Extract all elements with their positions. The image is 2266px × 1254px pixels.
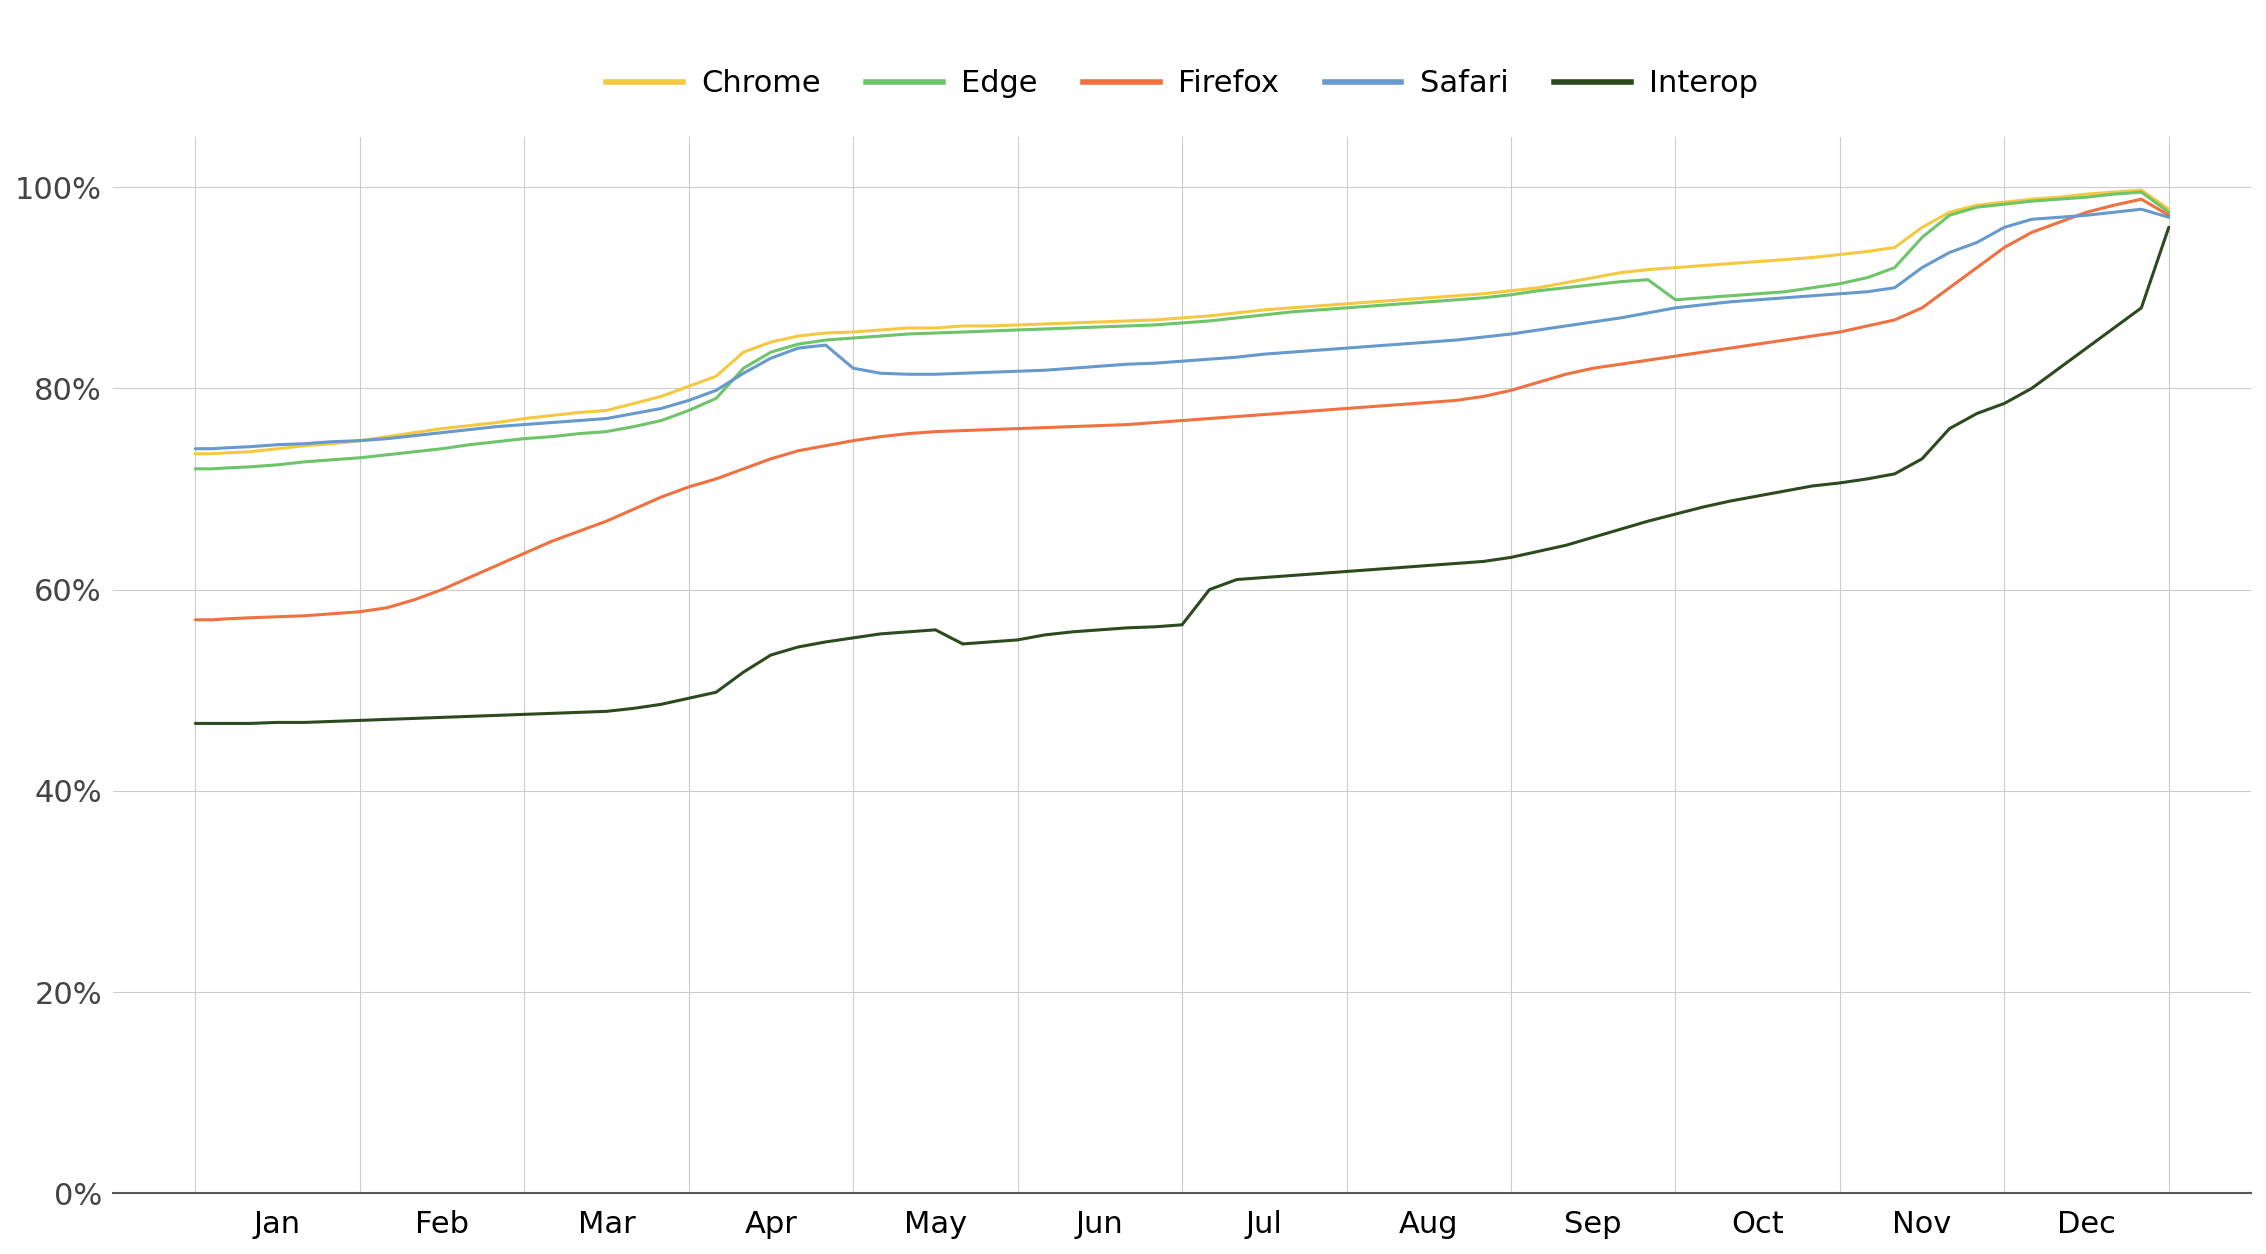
- Safari: [2128, 202, 2155, 217]
- Safari: [594, 411, 621, 426]
- Firefox: [1962, 260, 1990, 275]
- Firefox: [1278, 405, 1305, 420]
- Chrome: [1278, 300, 1305, 315]
- Safari: [811, 337, 838, 352]
- Legend: Chrome, Edge, Firefox, Safari, Interop: Chrome, Edge, Firefox, Safari, Interop: [594, 56, 1770, 110]
- Firefox: [1251, 408, 1278, 423]
- Edge: [1962, 199, 1990, 214]
- Interop: [1278, 568, 1305, 583]
- Safari: [566, 413, 594, 428]
- Line: Chrome: Chrome: [195, 191, 2169, 454]
- Line: Safari: Safari: [195, 209, 2169, 449]
- Line: Interop: Interop: [195, 227, 2169, 724]
- Chrome: [594, 403, 621, 418]
- Chrome: [811, 326, 838, 341]
- Edge: [2128, 184, 2155, 199]
- Line: Edge: Edge: [195, 192, 2169, 469]
- Interop: [811, 635, 838, 650]
- Interop: [594, 703, 621, 719]
- Interop: [1962, 406, 1990, 421]
- Edge: [811, 332, 838, 347]
- Edge: [566, 426, 594, 441]
- Edge: [1251, 307, 1278, 322]
- Interop: [1251, 571, 1278, 586]
- Chrome: [2155, 202, 2182, 217]
- Edge: [1278, 305, 1305, 320]
- Edge: [2155, 204, 2182, 219]
- Chrome: [1251, 302, 1278, 317]
- Firefox: [594, 514, 621, 529]
- Chrome: [2128, 183, 2155, 198]
- Interop: [181, 716, 208, 731]
- Firefox: [2155, 208, 2182, 223]
- Firefox: [181, 612, 208, 627]
- Interop: [2155, 219, 2182, 234]
- Interop: [566, 705, 594, 720]
- Firefox: [2128, 192, 2155, 207]
- Safari: [1962, 234, 1990, 250]
- Safari: [2155, 209, 2182, 224]
- Safari: [1251, 346, 1278, 361]
- Firefox: [811, 438, 838, 453]
- Safari: [1278, 345, 1305, 360]
- Edge: [594, 424, 621, 439]
- Firefox: [566, 524, 594, 539]
- Edge: [181, 461, 208, 477]
- Chrome: [566, 405, 594, 420]
- Chrome: [1962, 198, 1990, 213]
- Line: Firefox: Firefox: [195, 199, 2169, 619]
- Safari: [181, 441, 208, 456]
- Chrome: [181, 446, 208, 461]
